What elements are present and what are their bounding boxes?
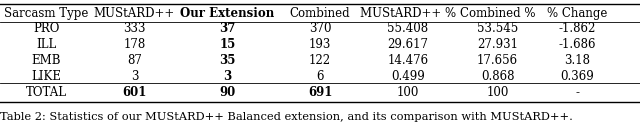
Text: 15: 15: [219, 38, 236, 51]
Text: 100: 100: [486, 86, 509, 99]
Text: Sarcasm Type: Sarcasm Type: [4, 7, 88, 19]
Text: 35: 35: [219, 54, 236, 67]
Text: ILL: ILL: [36, 38, 56, 51]
Text: EMB: EMB: [31, 54, 61, 67]
Text: 3: 3: [223, 70, 231, 83]
Text: LIKE: LIKE: [31, 70, 61, 83]
Text: 122: 122: [309, 54, 331, 67]
Text: 90: 90: [219, 86, 236, 99]
Text: 14.476: 14.476: [387, 54, 429, 67]
Text: 333: 333: [123, 22, 146, 35]
Text: % Change: % Change: [547, 7, 608, 19]
Text: Combined %: Combined %: [460, 7, 535, 19]
Text: -1.862: -1.862: [559, 22, 596, 35]
Text: TOTAL: TOTAL: [26, 86, 67, 99]
Text: 193: 193: [309, 38, 331, 51]
Text: 29.617: 29.617: [387, 38, 429, 51]
Text: -: -: [575, 86, 580, 99]
Text: 17.656: 17.656: [477, 54, 518, 67]
Text: 6: 6: [316, 70, 324, 83]
Text: 53.545: 53.545: [477, 22, 518, 35]
Text: 0.868: 0.868: [481, 70, 515, 83]
Text: 178: 178: [124, 38, 145, 51]
Text: 370: 370: [308, 22, 332, 35]
Text: -1.686: -1.686: [559, 38, 596, 51]
Text: 55.408: 55.408: [387, 22, 429, 35]
Text: Combined: Combined: [290, 7, 350, 19]
Text: Our Extension: Our Extension: [180, 7, 275, 19]
Text: 3: 3: [131, 70, 138, 83]
Text: 601: 601: [122, 86, 147, 99]
Text: 37: 37: [219, 22, 236, 35]
Text: 100: 100: [397, 86, 419, 99]
Text: 691: 691: [308, 86, 332, 99]
Text: 0.499: 0.499: [391, 70, 425, 83]
Text: MUStARD++ %: MUStARD++ %: [360, 7, 456, 19]
Text: 3.18: 3.18: [564, 54, 591, 67]
Text: 27.931: 27.931: [477, 38, 518, 51]
Text: PRO: PRO: [33, 22, 60, 35]
Text: 0.369: 0.369: [561, 70, 595, 83]
Text: Table 2: Statistics of our MUStARD++ Balanced extension, and its comparison with: Table 2: Statistics of our MUStARD++ Bal…: [0, 112, 573, 122]
Text: 87: 87: [127, 54, 142, 67]
Text: MUStARD++: MUStARD++: [94, 7, 175, 19]
